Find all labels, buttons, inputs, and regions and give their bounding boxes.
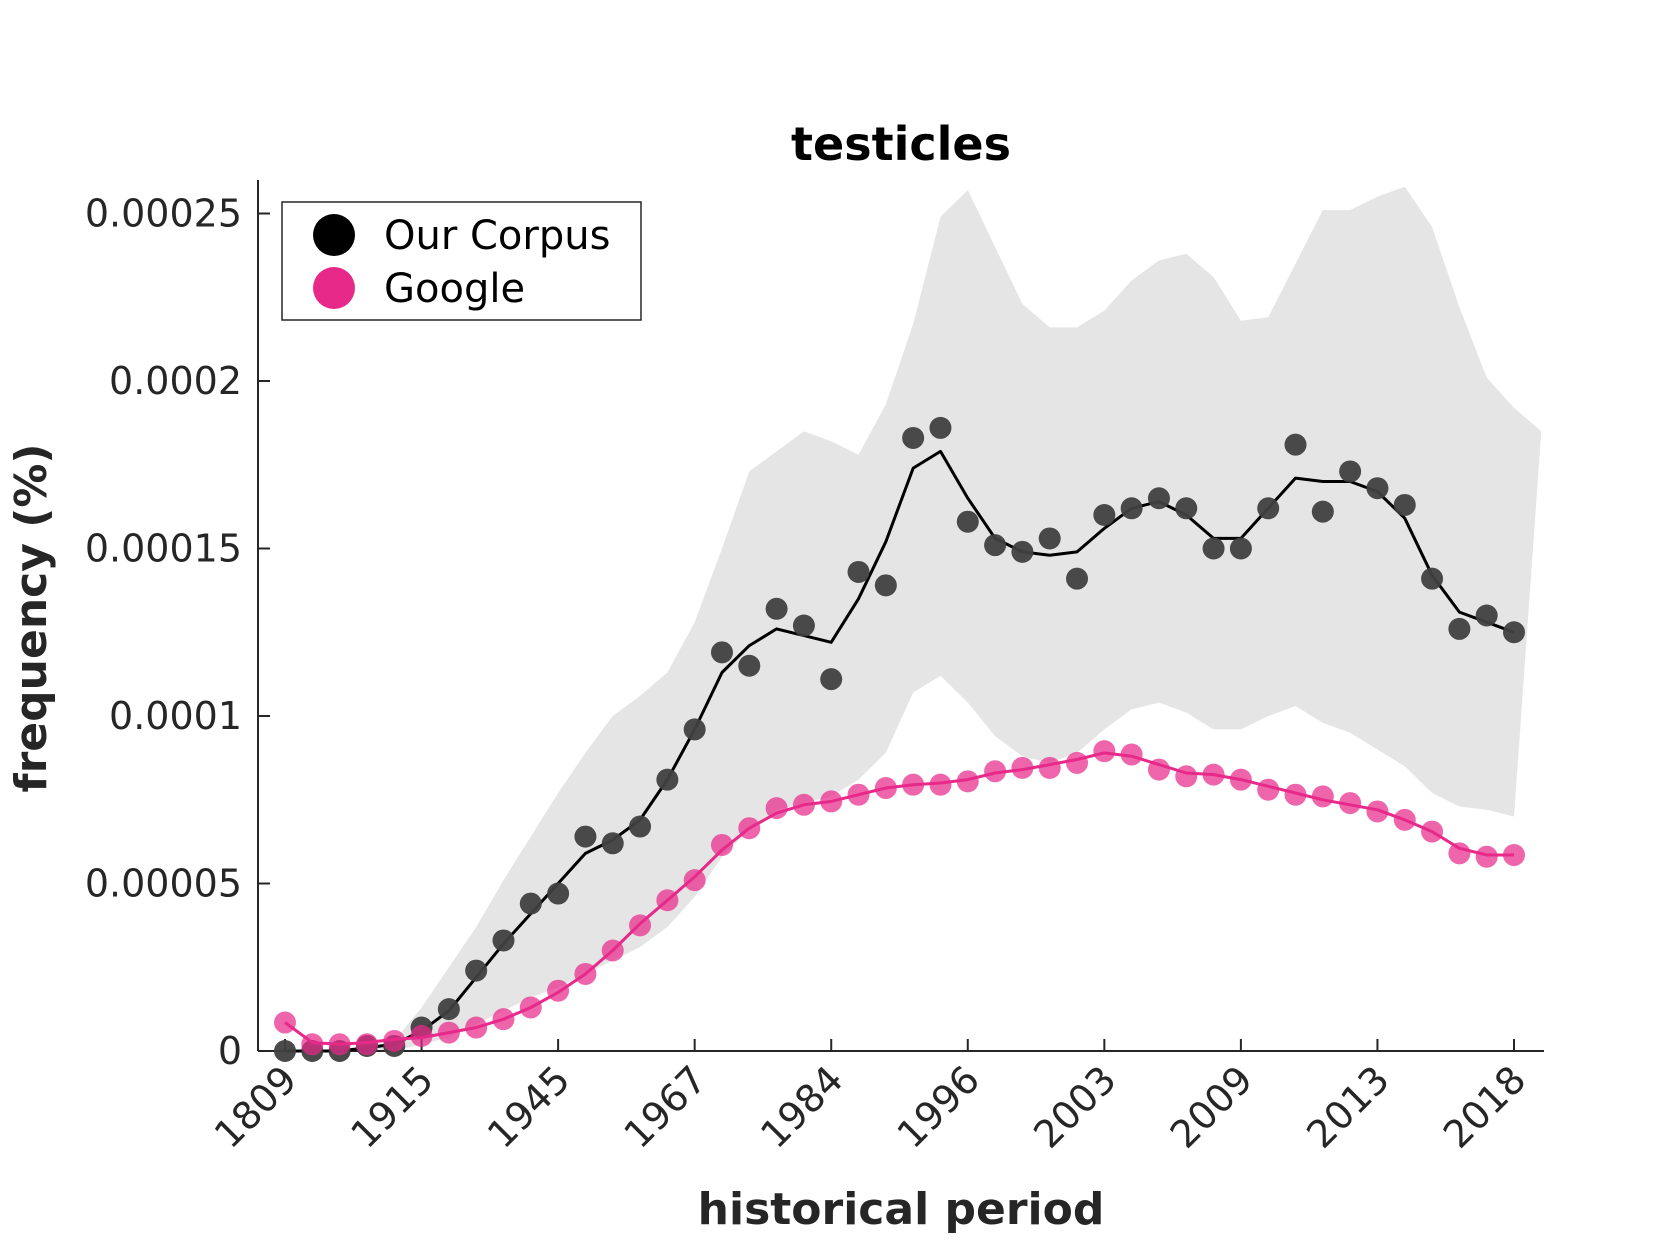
x-tick-label: 2003 [1025, 1057, 1125, 1157]
corpus-confidence-band [285, 186, 1542, 1051]
our-corpus-point [1202, 537, 1225, 560]
google-point [765, 797, 788, 820]
x-tick-label: 2013 [1298, 1057, 1398, 1157]
our-corpus-point [1120, 497, 1143, 520]
our-corpus-point [465, 959, 488, 982]
our-corpus-point [792, 614, 815, 637]
our-corpus-point [1393, 493, 1416, 516]
x-tick-label: 1996 [889, 1057, 989, 1157]
y-tick-label: 0.00025 [85, 192, 242, 236]
y-axis-label: frequency (%) [6, 443, 57, 792]
legend-marker-our-corpus [313, 214, 355, 256]
y-tick-label: 0.00015 [85, 527, 242, 571]
y-tick-label: 0.0002 [109, 359, 242, 403]
our-corpus-point [1011, 540, 1034, 563]
our-corpus-point [492, 929, 515, 952]
series-lines-layer [285, 449, 1515, 1053]
our-corpus-smoothed-line [285, 449, 1515, 1053]
legend-marker-google [313, 267, 355, 309]
our-corpus-point [1448, 617, 1471, 640]
google-point [1038, 756, 1061, 779]
x-tick-label: 2009 [1162, 1057, 1262, 1157]
our-corpus-point [1038, 527, 1061, 550]
our-corpus-point [629, 815, 652, 838]
our-corpus-point [847, 560, 870, 583]
our-corpus-point [1147, 487, 1170, 510]
google-point [710, 833, 733, 856]
our-corpus-point [710, 641, 733, 664]
our-corpus-point [1311, 500, 1334, 523]
google-point [984, 760, 1007, 783]
google-point [683, 869, 706, 892]
our-corpus-point [1175, 497, 1198, 520]
google-point [410, 1024, 433, 1047]
google-point [1093, 740, 1116, 763]
our-corpus-point [902, 426, 925, 449]
google-point [1066, 751, 1089, 774]
google-point [1011, 756, 1034, 779]
our-corpus-point [1503, 621, 1525, 644]
google-point [1120, 743, 1143, 766]
corpus-uncertainty-band-layer [285, 186, 1542, 1051]
our-corpus-point [1229, 537, 1252, 560]
our-corpus-point [1475, 604, 1498, 627]
our-corpus-point [683, 718, 706, 741]
google-point [929, 773, 952, 796]
our-corpus-point [956, 510, 979, 533]
our-corpus-point [601, 832, 624, 855]
x-tick-label: 1945 [479, 1057, 579, 1157]
google-point [1366, 800, 1389, 823]
google-smoothed-line [284, 751, 1514, 1046]
our-corpus-point [437, 998, 460, 1021]
y-tick-label: 0 [218, 1029, 242, 1073]
x-tick-label: 1967 [616, 1057, 716, 1157]
our-corpus-point [656, 768, 679, 791]
our-corpus-point [765, 597, 788, 620]
x-axis-label: historical period [698, 1184, 1105, 1235]
our-corpus-point [1257, 497, 1280, 520]
our-corpus-point [1066, 567, 1089, 590]
x-tick-label: 1915 [342, 1057, 442, 1157]
legend-label-google: Google [384, 266, 525, 312]
our-corpus-point [1339, 460, 1362, 483]
chart-title: testicles [791, 117, 1011, 171]
google-point [1339, 792, 1362, 815]
our-corpus-point [1366, 477, 1389, 500]
our-corpus-point [738, 654, 761, 677]
our-corpus-point [929, 416, 952, 439]
google-point [1175, 765, 1198, 788]
google-point [355, 1033, 378, 1056]
x-tick-label: 2018 [1435, 1057, 1535, 1157]
x-tick-label: 1984 [752, 1057, 852, 1157]
our-corpus-point [519, 892, 542, 915]
google-point [1448, 842, 1471, 865]
google-point [1475, 845, 1498, 868]
y-tick-label: 0.0001 [109, 694, 242, 738]
axes [257, 180, 1544, 1052]
google-point [956, 770, 979, 793]
our-corpus-point [574, 825, 597, 848]
our-corpus-point [874, 574, 897, 597]
our-corpus-point [1284, 433, 1307, 456]
our-corpus-point [1421, 567, 1444, 590]
our-corpus-point [820, 668, 843, 691]
our-corpus-point [547, 882, 570, 905]
legend-label-our-corpus: Our Corpus [384, 213, 610, 259]
series-points-layer [274, 416, 1525, 1062]
legend: Our Corpus Google [281, 201, 642, 321]
y-tick-label: 0.00005 [85, 862, 242, 906]
our-corpus-point [274, 1040, 296, 1062]
our-corpus-point [984, 534, 1007, 557]
our-corpus-point [1093, 504, 1116, 526]
google-point [1284, 783, 1307, 806]
google-point [383, 1029, 406, 1052]
